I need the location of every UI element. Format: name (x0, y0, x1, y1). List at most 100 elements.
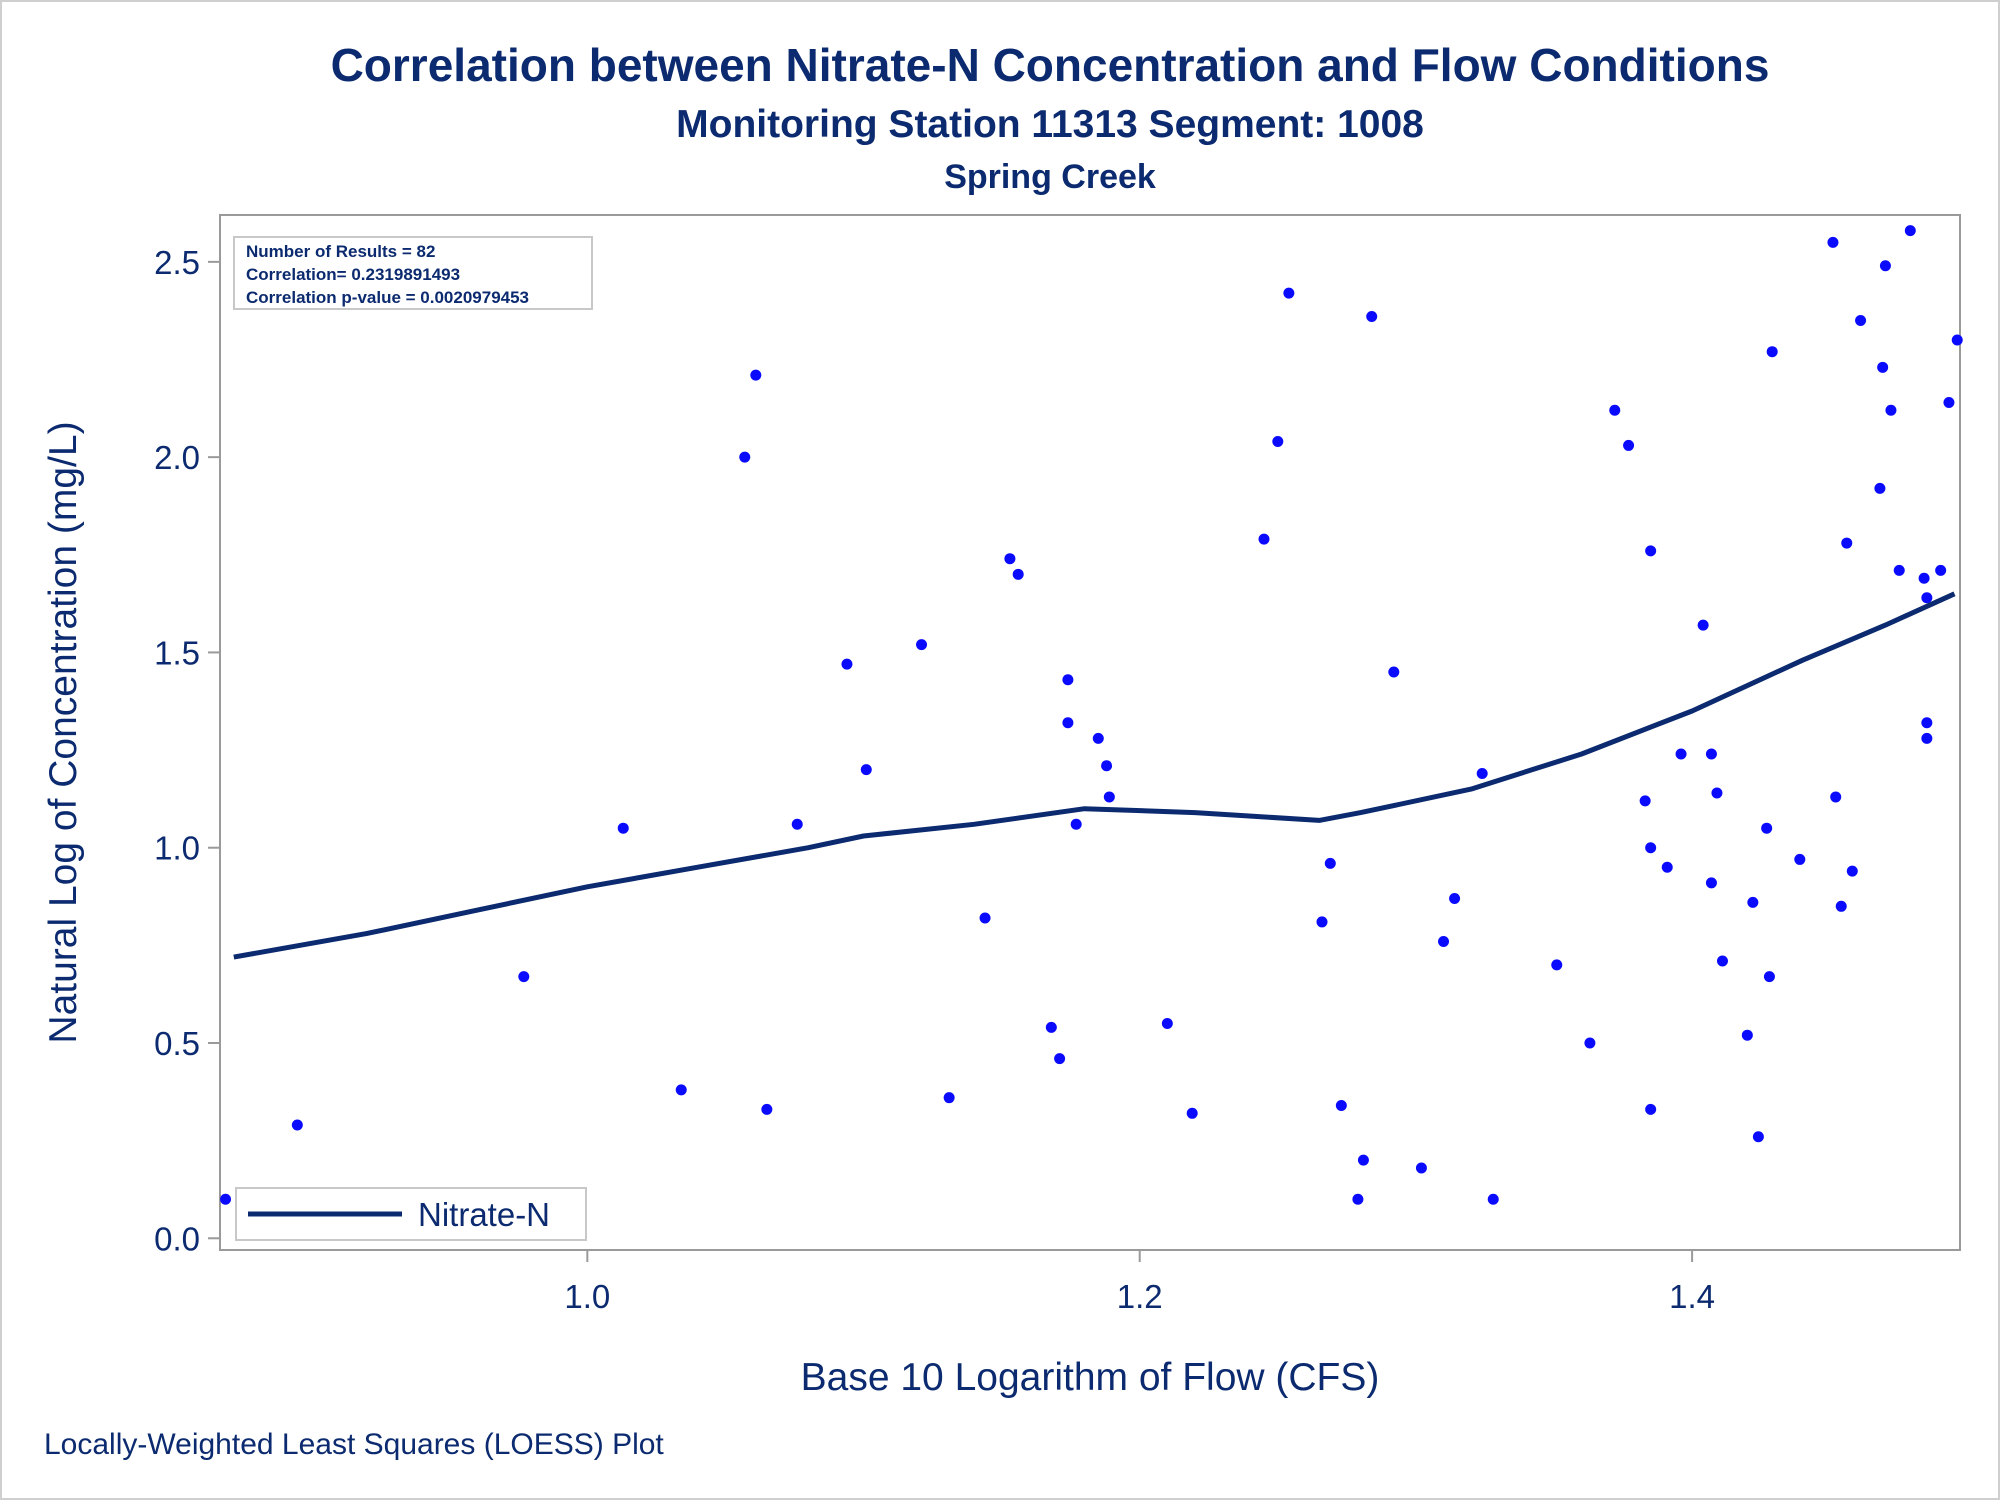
data-point (1357, 1154, 1369, 1166)
data-point (1352, 1193, 1364, 1205)
data-point (1877, 361, 1889, 373)
data-point (617, 822, 629, 834)
data-point (1045, 1021, 1057, 1033)
data-point (1476, 768, 1488, 780)
data-point (1951, 334, 1963, 346)
data-point (1943, 396, 1955, 408)
chart-subtitle: Monitoring Station 11313 Segment: 1008 (676, 103, 1424, 146)
y-tick-label: 2.5 (154, 244, 200, 281)
y-tick-label: 1.0 (154, 830, 200, 867)
data-point (1639, 795, 1651, 807)
data-point (1893, 564, 1905, 576)
chart-subsubtitle: Spring Creek (944, 158, 1156, 196)
stats-box-frame (233, 236, 593, 310)
data-point (1841, 537, 1853, 549)
data-point (1092, 732, 1104, 744)
data-point (1186, 1107, 1198, 1119)
data-point (1846, 865, 1858, 877)
y-axis-label: Natural Log of Concentration (mg/L) (42, 421, 85, 1043)
data-point (1415, 1162, 1427, 1174)
data-point (1705, 748, 1717, 760)
data-point (1258, 533, 1270, 545)
data-point (1741, 1029, 1753, 1041)
data-point (916, 639, 928, 651)
stats-correlation: Correlation= 0.2319891493 (246, 265, 460, 284)
data-point (761, 1103, 773, 1115)
x-axis-label: Base 10 Logarithm of Flow (CFS) (801, 1356, 1380, 1399)
data-point (1012, 568, 1024, 580)
x-tick-label: 1.2 (1117, 1278, 1163, 1315)
data-point (1763, 971, 1775, 983)
data-point (1645, 842, 1657, 854)
data-point (1487, 1193, 1499, 1205)
data-point (791, 818, 803, 830)
data-point (943, 1092, 955, 1104)
data-point (1830, 791, 1842, 803)
y-tick-label: 2.0 (154, 439, 200, 476)
data-point (1551, 959, 1563, 971)
data-point (1449, 892, 1461, 904)
data-point (1874, 482, 1886, 494)
data-point (291, 1119, 303, 1131)
data-point (1918, 572, 1930, 584)
scatter-series (220, 225, 1963, 1205)
data-point (1004, 553, 1016, 565)
y-tick-label: 0.0 (154, 1220, 200, 1257)
data-point (1645, 545, 1657, 557)
data-point (1272, 436, 1284, 448)
data-point (739, 451, 751, 463)
data-point (1935, 564, 1947, 576)
stats-count: Number of Results = 82 (246, 242, 435, 261)
data-point (1161, 1017, 1173, 1029)
data-point (1584, 1037, 1596, 1049)
data-point (220, 1193, 232, 1205)
data-point (1766, 346, 1778, 358)
data-point (1747, 896, 1759, 908)
data-point (979, 912, 991, 924)
data-point (1794, 853, 1806, 865)
footnote: Locally-Weighted Least Squares (LOESS) P… (44, 1428, 664, 1461)
loess-line (233, 591, 1956, 960)
data-point (1054, 1053, 1066, 1065)
y-tick-label: 0.5 (154, 1025, 200, 1062)
data-point (841, 658, 853, 670)
data-point (860, 764, 872, 776)
data-point (1904, 225, 1916, 237)
data-point (1705, 877, 1717, 889)
data-point (1623, 439, 1635, 451)
data-point (1835, 900, 1847, 912)
x-tick-label: 1.0 (564, 1278, 610, 1315)
legend-label: Nitrate-N (418, 1196, 550, 1233)
x-tick-label: 1.4 (1669, 1278, 1715, 1315)
data-point (1885, 404, 1897, 416)
data-point (1283, 287, 1295, 299)
data-point (1062, 674, 1074, 686)
stats-box: Number of Results = 82 Correlation= 0.23… (233, 236, 593, 310)
y-axis: 0.0 0.5 1.0 1.5 2.0 2.5 (154, 244, 220, 1257)
data-point (1609, 404, 1621, 416)
data-point (675, 1084, 687, 1096)
data-point (750, 369, 762, 381)
data-point (1062, 717, 1074, 729)
data-point (1388, 666, 1400, 678)
data-point (1324, 857, 1336, 869)
data-point (518, 971, 530, 983)
data-point (1855, 314, 1867, 326)
data-point (1335, 1099, 1347, 1111)
legend: Nitrate-N (235, 1187, 587, 1241)
data-point (1101, 760, 1113, 772)
data-point (1697, 619, 1709, 631)
x-axis: 1.0 1.2 1.4 (564, 1250, 1715, 1315)
data-point (1921, 717, 1933, 729)
data-point (1103, 791, 1115, 803)
plot-area (219, 214, 1961, 1251)
data-point (1879, 260, 1891, 272)
chart-title: Correlation between Nitrate-N Concentrat… (330, 39, 1770, 91)
data-point (1761, 822, 1773, 834)
data-point (1661, 861, 1673, 873)
stats-p-value: Correlation p-value = 0.0020979453 (246, 288, 529, 307)
data-point (1711, 787, 1723, 799)
data-point (1827, 236, 1839, 248)
data-point (1716, 955, 1728, 967)
